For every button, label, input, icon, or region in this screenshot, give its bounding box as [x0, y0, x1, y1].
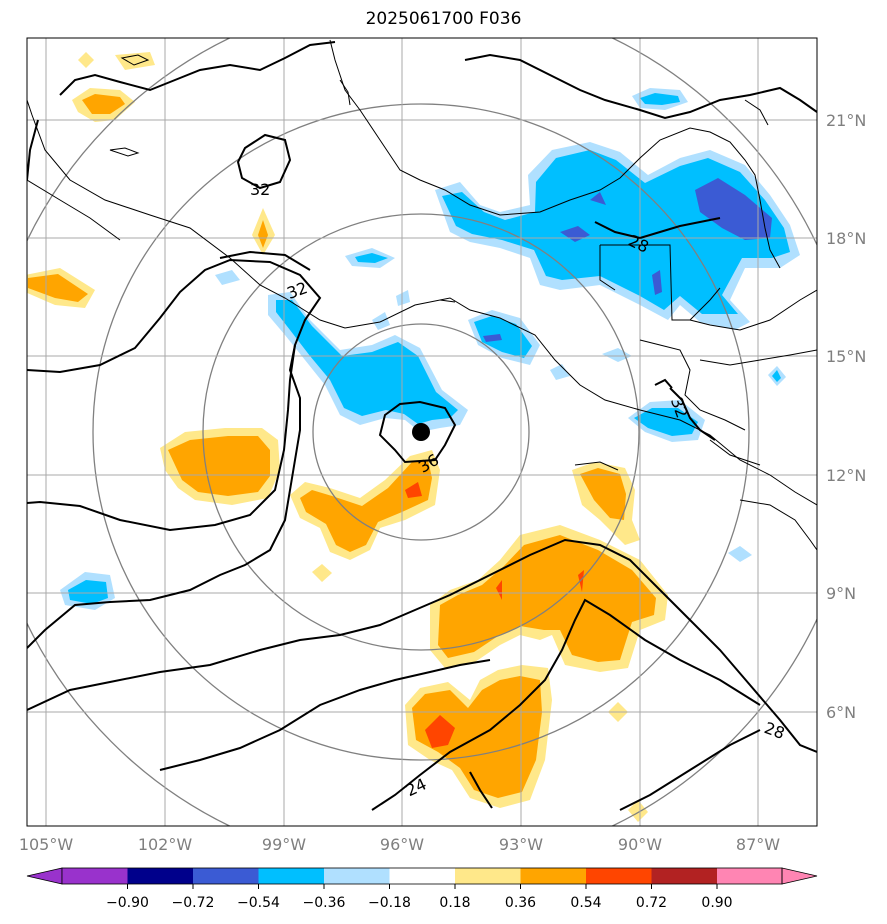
contour-label: 28 [762, 718, 788, 743]
colorbar-tick-label: −0.36 [303, 895, 346, 911]
colorbar-tick-label: 0.18 [439, 895, 470, 911]
graticule [27, 38, 817, 826]
colorbar-segment [193, 868, 259, 884]
lon-label: 96°W [380, 835, 424, 854]
lon-label: 99°W [262, 835, 306, 854]
colorbar-segment [324, 868, 390, 884]
negative-anomaly-shading [60, 88, 800, 610]
lat-label: 6°N [826, 703, 856, 722]
coastlines [27, 39, 817, 551]
colorbar-tick-label: −0.72 [172, 895, 215, 911]
lon-label: 102°W [138, 835, 193, 854]
colorbar-segment [389, 868, 456, 884]
colorbar: −0.90 −0.72 −0.54 −0.36 −0.18 0.18 0.36 … [26, 867, 818, 911]
lat-label: 18°N [826, 229, 866, 248]
lat-label: 15°N [826, 347, 866, 366]
range-rings [27, 38, 817, 826]
colorbar-segment [520, 868, 587, 884]
colorbar-segment [127, 868, 194, 884]
lon-label: 90°W [618, 835, 662, 854]
contour-36 [378, 400, 457, 464]
contour-label: 32 [250, 180, 270, 199]
colorbar-tick-label: −0.54 [237, 895, 280, 911]
latitude-labels: 21°N 18°N 15°N 12°N 9°N 6°N [826, 111, 866, 722]
colorbar-tick-label: 0.36 [505, 895, 536, 911]
colorbar-extend-left [26, 867, 63, 885]
colorbar-tick-label: −0.90 [106, 895, 149, 911]
colorbar-segment [651, 868, 718, 884]
contour-32-north [236, 133, 292, 190]
colorbar-frame [61, 867, 783, 885]
lon-label: 105°W [19, 835, 74, 854]
lon-label: 87°W [736, 835, 780, 854]
colorbar-segment [717, 868, 783, 884]
map-plot-area: 32 32 28 32 36 24 28 [27, 38, 817, 826]
colorbar-tick-label: −0.18 [368, 895, 411, 911]
lon-label: 93°W [499, 835, 543, 854]
contour-24 [371, 598, 761, 811]
colorbar-segment [62, 868, 128, 884]
colorbar-segment [455, 868, 521, 884]
lat-label: 12°N [826, 466, 866, 485]
longitude-labels: 105°W 102°W 99°W 96°W 93°W 90°W 87°W [19, 835, 780, 854]
thickness-contours [27, 41, 817, 811]
colorbar-tick-label: 0.54 [570, 895, 601, 911]
colorbar-tick-label: 0.90 [701, 895, 732, 911]
map-title: 2025061700 F036 [365, 9, 522, 29]
contour-32-east [669, 387, 716, 441]
contour-28-north [639, 217, 721, 239]
colorbar-tick-label: 0.72 [636, 895, 667, 911]
lat-label: 9°N [826, 584, 856, 603]
contour-label: 24 [403, 774, 429, 800]
colorbar-segment [586, 868, 652, 884]
lat-label: 21°N [826, 111, 866, 130]
storm-center-marker [412, 423, 430, 441]
colorbar-extend-right [781, 867, 818, 885]
plot-frame [26, 37, 818, 827]
colorbar-segment [258, 868, 325, 884]
